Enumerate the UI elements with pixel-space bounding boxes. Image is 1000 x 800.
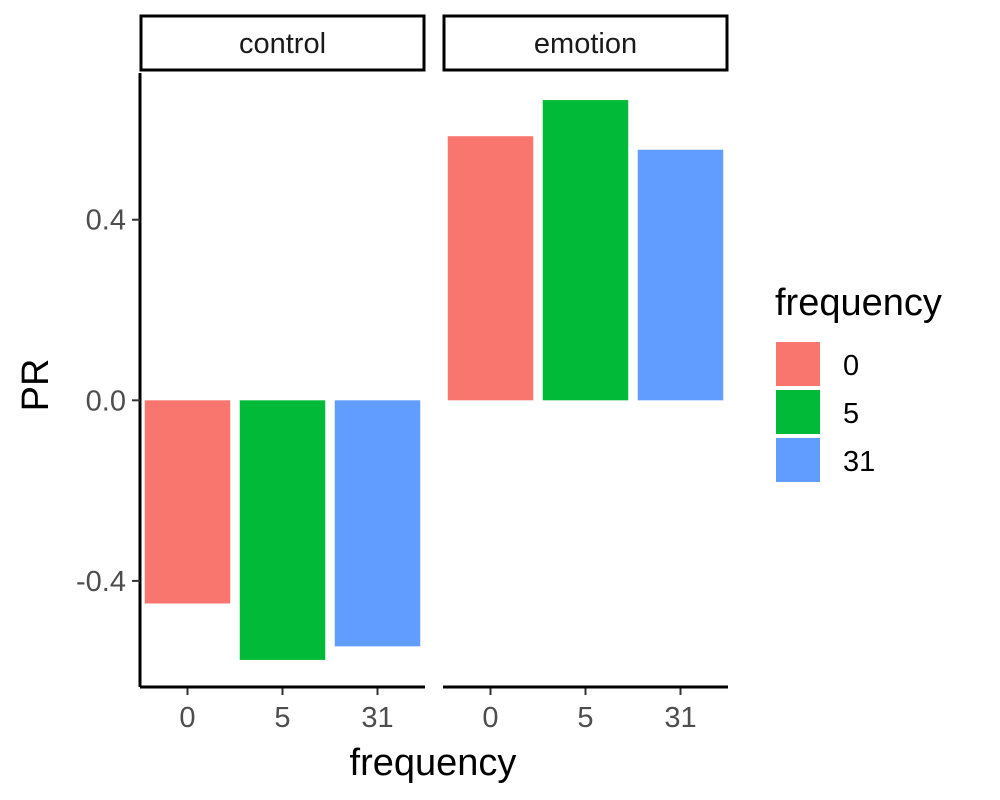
legend-label: 31 (843, 446, 875, 478)
strip-emotion (442, 14, 729, 72)
x-axis-title: frequency (350, 742, 517, 784)
panel-emotion: emotion 0 5 31 (442, 14, 729, 734)
legend-label: 0 (843, 350, 859, 382)
x-tick-label: 0 (179, 702, 195, 734)
legend-swatch (776, 342, 820, 386)
y-tick-label: -0.4 (76, 566, 126, 598)
y-tick-label: 0.4 (86, 205, 126, 237)
bar-emotion-31 (637, 149, 724, 401)
strip-label-control: control (239, 28, 326, 60)
bar-control-31 (334, 400, 421, 647)
y-axis: -0.4 0.0 0.4 (76, 73, 142, 687)
y-axis-title: PR (15, 359, 57, 412)
legend-swatch (776, 390, 820, 434)
strip-control (139, 14, 426, 72)
panel-control: control 0 5 31 (139, 14, 426, 734)
x-tick-label: 5 (274, 702, 290, 734)
bar-control-0 (144, 400, 231, 604)
legend-item-5: 5 (776, 390, 859, 434)
bar-emotion-5 (542, 100, 629, 401)
x-tick-label: 31 (664, 702, 696, 734)
x-tick-label: 0 (482, 702, 498, 734)
legend-item-31: 31 (776, 438, 875, 482)
legend-swatch (776, 438, 820, 482)
y-tick-label: 0.0 (86, 385, 126, 417)
legend: frequency 0 5 31 (775, 282, 942, 482)
x-tick-label: 5 (577, 702, 593, 734)
facet-panels: control 0 5 31 emotion 0 5 31 (139, 14, 729, 734)
strip-label-emotion: emotion (534, 28, 637, 60)
x-tick-label: 31 (361, 702, 393, 734)
legend-label: 5 (843, 398, 859, 430)
legend-items: 0 5 31 (776, 342, 875, 482)
bar-control-5 (239, 400, 326, 660)
bar-emotion-0 (447, 136, 534, 401)
legend-title: frequency (775, 282, 942, 324)
legend-item-0: 0 (776, 342, 859, 386)
